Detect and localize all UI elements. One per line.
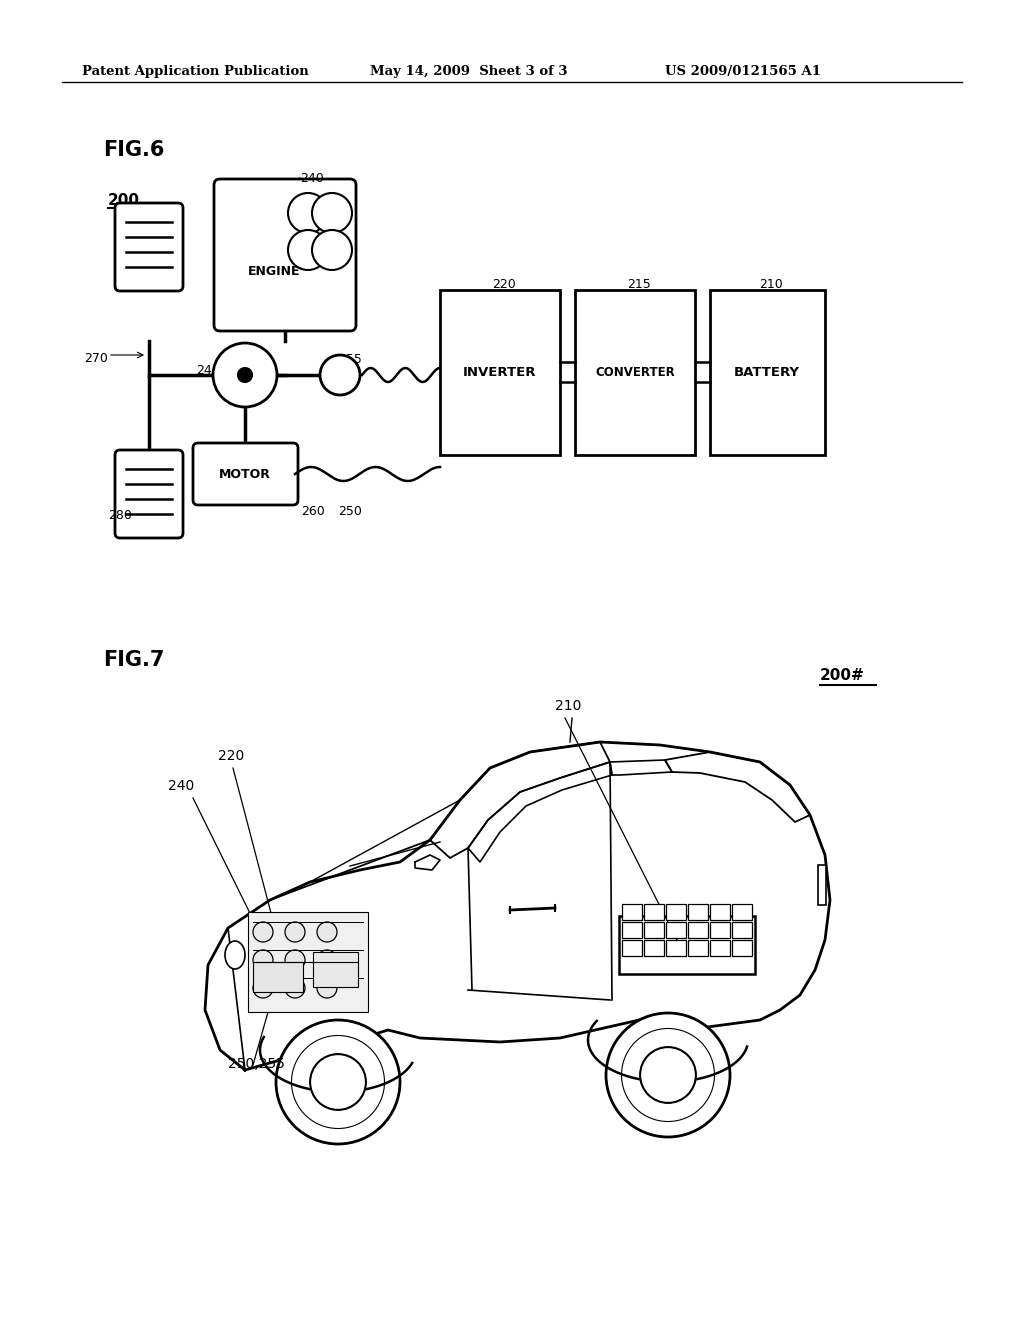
Bar — [666, 921, 686, 939]
Text: 210: 210 — [555, 700, 582, 713]
Bar — [688, 940, 708, 956]
Text: CONVERTER: CONVERTER — [595, 366, 675, 379]
Text: ENGINE: ENGINE — [248, 265, 300, 279]
Text: 220: 220 — [218, 748, 245, 763]
Bar — [253, 962, 303, 993]
Circle shape — [319, 355, 360, 395]
Bar — [440, 290, 560, 455]
FancyBboxPatch shape — [115, 203, 183, 290]
Circle shape — [606, 1012, 730, 1137]
Bar — [710, 921, 730, 939]
Text: May 14, 2009  Sheet 3 of 3: May 14, 2009 Sheet 3 of 3 — [370, 65, 567, 78]
Circle shape — [317, 978, 337, 998]
Circle shape — [640, 1047, 696, 1104]
Circle shape — [312, 193, 352, 234]
Circle shape — [285, 950, 305, 970]
Bar — [644, 921, 664, 939]
Circle shape — [285, 978, 305, 998]
Text: 200: 200 — [108, 193, 140, 209]
Text: 220: 220 — [492, 279, 516, 290]
Bar — [575, 290, 695, 455]
Circle shape — [317, 950, 337, 970]
Circle shape — [317, 921, 337, 942]
Circle shape — [253, 950, 273, 970]
Text: BATTERY: BATTERY — [734, 366, 800, 379]
Circle shape — [253, 978, 273, 998]
FancyBboxPatch shape — [214, 180, 356, 331]
Text: US 2009/0121565 A1: US 2009/0121565 A1 — [665, 65, 821, 78]
Bar — [666, 904, 686, 920]
Text: 245: 245 — [196, 363, 220, 376]
Text: 200#: 200# — [820, 668, 864, 682]
Bar — [732, 904, 752, 920]
Text: 260: 260 — [301, 506, 325, 517]
Bar — [710, 904, 730, 920]
Text: Patent Application Publication: Patent Application Publication — [82, 65, 309, 78]
Circle shape — [312, 230, 352, 271]
Text: 215: 215 — [627, 279, 650, 290]
Text: 280: 280 — [108, 510, 132, 521]
Bar — [688, 904, 708, 920]
Text: MOTOR: MOTOR — [219, 467, 271, 480]
Bar — [622, 940, 642, 956]
Text: 240: 240 — [300, 172, 324, 185]
Text: 210: 210 — [759, 279, 782, 290]
Text: 270: 270 — [84, 351, 108, 364]
Circle shape — [238, 368, 252, 381]
Bar — [732, 940, 752, 956]
Ellipse shape — [225, 941, 245, 969]
Text: 250: 250 — [338, 506, 361, 517]
Circle shape — [288, 193, 328, 234]
Bar — [732, 921, 752, 939]
Bar — [248, 912, 368, 1012]
Bar — [818, 865, 826, 906]
Text: FIG.6: FIG.6 — [103, 140, 165, 160]
Text: 255: 255 — [338, 352, 361, 366]
Bar — [618, 916, 755, 974]
Bar — [688, 921, 708, 939]
Circle shape — [253, 921, 273, 942]
Circle shape — [310, 1055, 366, 1110]
Circle shape — [285, 921, 305, 942]
Bar — [710, 290, 825, 455]
Circle shape — [213, 343, 278, 407]
Bar — [313, 952, 358, 987]
Text: FIG.7: FIG.7 — [103, 649, 165, 671]
FancyBboxPatch shape — [115, 450, 183, 539]
Circle shape — [288, 230, 328, 271]
Bar — [622, 921, 642, 939]
Bar — [666, 940, 686, 956]
Text: 240: 240 — [168, 779, 195, 793]
Text: 250,255: 250,255 — [228, 1057, 285, 1071]
Bar — [644, 904, 664, 920]
Text: INVERTER: INVERTER — [463, 366, 537, 379]
Bar — [710, 940, 730, 956]
Bar — [622, 904, 642, 920]
Bar — [644, 940, 664, 956]
Circle shape — [276, 1020, 400, 1144]
FancyBboxPatch shape — [193, 444, 298, 506]
